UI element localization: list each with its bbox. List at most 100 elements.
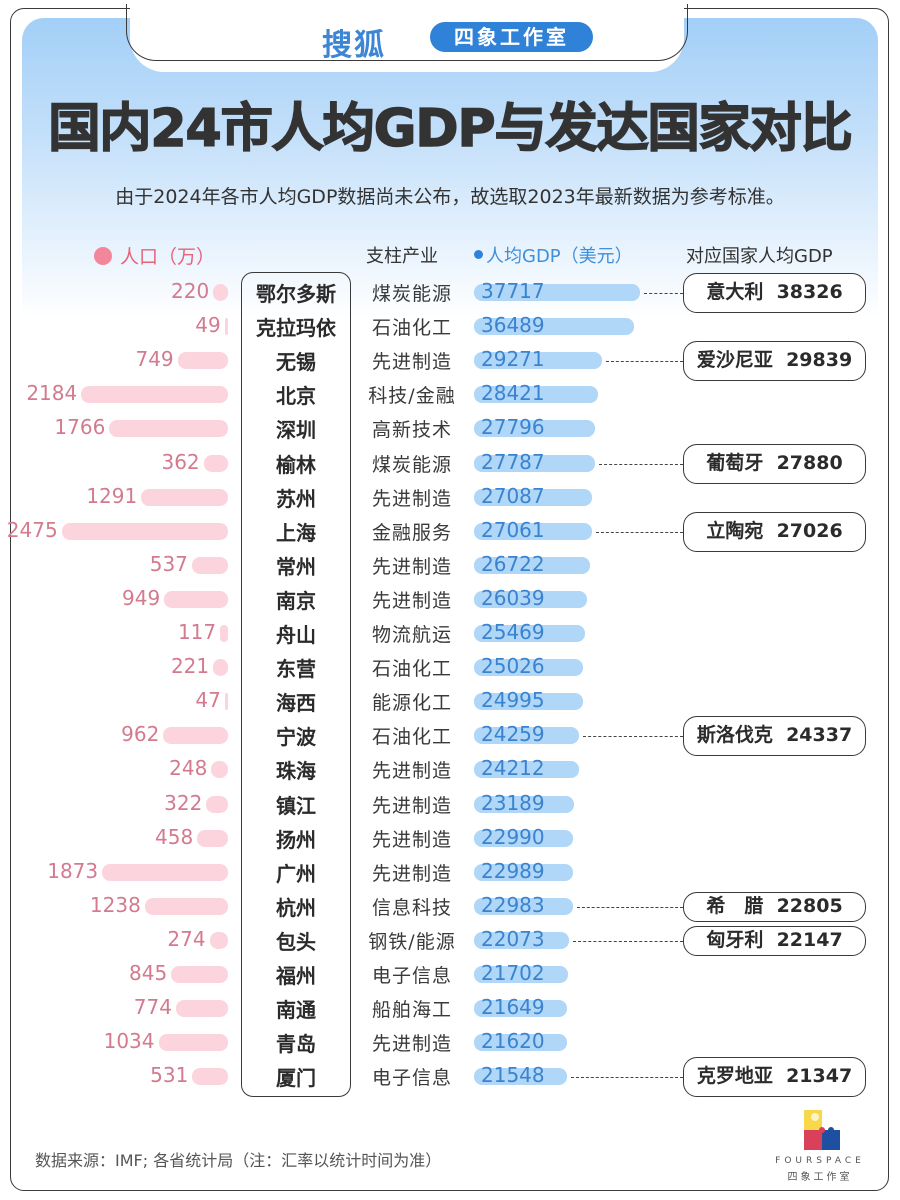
city-name: 南通	[276, 998, 316, 1023]
population-value: 949	[122, 585, 161, 610]
table-row: 1873 广州 先进制造 22989	[0, 856, 900, 890]
table-row: 117 舟山 物流航运 25469	[0, 617, 900, 651]
gdp-value: 27087	[481, 483, 545, 508]
country-gdp: 27880	[776, 451, 843, 474]
spacer	[773, 349, 786, 371]
industry-label: 先进制造	[371, 1033, 452, 1056]
table-row: 248 珠海 先进制造 24212	[0, 753, 900, 787]
country-gdp: 22805	[776, 894, 843, 917]
city-name: 珠海	[276, 759, 316, 784]
page-subtitle: 由于2024年各市人均GDP数据尚未公布，故选取2023年最新数据为参考标准。	[115, 186, 785, 208]
population-bar	[164, 590, 228, 608]
population-bar	[213, 284, 228, 301]
population-bar	[81, 386, 228, 404]
industry-label: 船舶海工	[371, 999, 452, 1022]
population-value: 774	[133, 995, 172, 1020]
industry-label: 煤炭能源	[371, 453, 452, 476]
industry-label: 电子信息	[371, 1067, 452, 1090]
spacer	[773, 1065, 786, 1087]
population-value: 248	[169, 756, 208, 781]
gdp-bar	[474, 556, 591, 574]
gdp-bar	[474, 590, 588, 608]
table-row: 362 榆林 煤炭能源 27787 葡萄牙 27880	[0, 443, 900, 484]
population-bar	[224, 693, 228, 711]
industry-label: 电子信息	[371, 965, 452, 987]
table-row: 458 扬州 先进制造 22990	[0, 822, 900, 856]
industry-column-header: 支柱产业	[366, 246, 438, 267]
country-comparison-badge: 葡萄牙 27880	[683, 443, 866, 484]
dashed-leader-line	[583, 736, 683, 738]
table-row: 845 福州 电子信息 21702	[0, 958, 900, 992]
population-value: 49	[195, 313, 221, 338]
dashed-leader-line	[573, 940, 683, 942]
population-bar	[191, 556, 228, 574]
gdp-bar	[474, 284, 640, 301]
country-comparison-badge: 斯洛伐克 24337	[683, 716, 866, 757]
population-bar	[144, 897, 228, 915]
fourspace-logo-icon	[804, 1110, 840, 1150]
spacer	[763, 452, 776, 474]
gdp-value: 29271	[481, 347, 545, 372]
city-name: 福州	[276, 964, 316, 988]
table-row: 774 南通 船舶海工 21649	[0, 992, 900, 1026]
table-row: 47 海西 能源化工 24995	[0, 685, 900, 719]
country-column-header: 对应国家人均GDP	[686, 246, 833, 267]
industry-label: 信息科技	[371, 896, 452, 919]
population-value: 362	[161, 449, 200, 474]
population-column-header: 人口（万）	[94, 242, 215, 269]
table-row: 1291 苏州 先进制造 27087	[0, 481, 900, 515]
population-value: 845	[129, 961, 168, 985]
city-name: 北京	[276, 384, 316, 409]
industry-label: 先进制造	[371, 351, 452, 374]
population-bar	[177, 352, 228, 370]
spacer	[763, 895, 776, 917]
gdp-bar	[474, 1068, 567, 1086]
table-row: 274 包头 钢铁/能源 22073 匈牙利 22147	[0, 924, 900, 958]
gdp-bar	[474, 761, 580, 779]
dashed-leader-line	[595, 531, 683, 533]
table-row: 749 无锡 先进制造 29271 爱沙尼亚 29839	[0, 341, 900, 382]
gdp-bar	[474, 659, 583, 677]
country-name: 意大利	[706, 281, 764, 303]
population-bar	[203, 454, 228, 472]
table-row: 49 克拉玛依 石油化工 36489	[0, 310, 900, 344]
population-bar	[175, 1000, 228, 1018]
gdp-value: 21548	[481, 1063, 545, 1088]
industry-label: 石油化工	[371, 658, 452, 681]
country-name: 斯洛伐克	[696, 724, 773, 747]
gdp-legend-dot-icon	[474, 250, 483, 259]
table-row: 537 常州 先进制造 26722	[0, 549, 900, 583]
table-row: 221 东营 石油化工 25026	[0, 651, 900, 685]
sohu-brand-logo: 搜狐	[322, 28, 386, 63]
dashed-leader-line	[577, 906, 683, 908]
gdp-value: 37717	[481, 279, 545, 303]
gdp-column-header: 人均GDP（美元）	[474, 242, 633, 268]
industry-label: 钢铁/能源	[368, 930, 456, 953]
table-row: 220 鄂尔多斯 煤炭能源 37717 意大利 38326	[0, 273, 900, 313]
population-value: 1873	[47, 858, 99, 883]
gdp-bar	[474, 931, 570, 949]
population-bar	[158, 1034, 228, 1052]
gdp-bar	[474, 1034, 568, 1052]
city-name: 扬州	[276, 827, 316, 852]
population-value: 322	[164, 790, 203, 815]
population-value: 537	[149, 551, 188, 576]
population-value: 1034	[103, 1029, 155, 1054]
spacer	[763, 520, 776, 542]
table-row: 322 镇江 先进制造 23189	[0, 788, 900, 822]
gdp-value: 25026	[481, 654, 545, 679]
industry-label: 科技/金融	[368, 385, 456, 408]
country-comparison-badge: 匈牙利 22147	[683, 925, 866, 956]
table-row: 531 厦门 电子信息 21548 克罗地亚 21347	[0, 1057, 900, 1098]
industry-label: 先进制造	[371, 760, 452, 783]
population-bar	[224, 318, 228, 336]
population-value: 1766	[54, 415, 106, 440]
city-name: 包头	[276, 929, 316, 954]
population-value: 2475	[6, 517, 58, 542]
city-name: 镇江	[276, 793, 316, 818]
country-gdp: 24337	[786, 724, 853, 747]
population-bar	[206, 795, 228, 813]
gdp-value: 24212	[481, 756, 545, 781]
city-name: 南京	[276, 588, 316, 613]
population-value: 1238	[89, 892, 141, 917]
